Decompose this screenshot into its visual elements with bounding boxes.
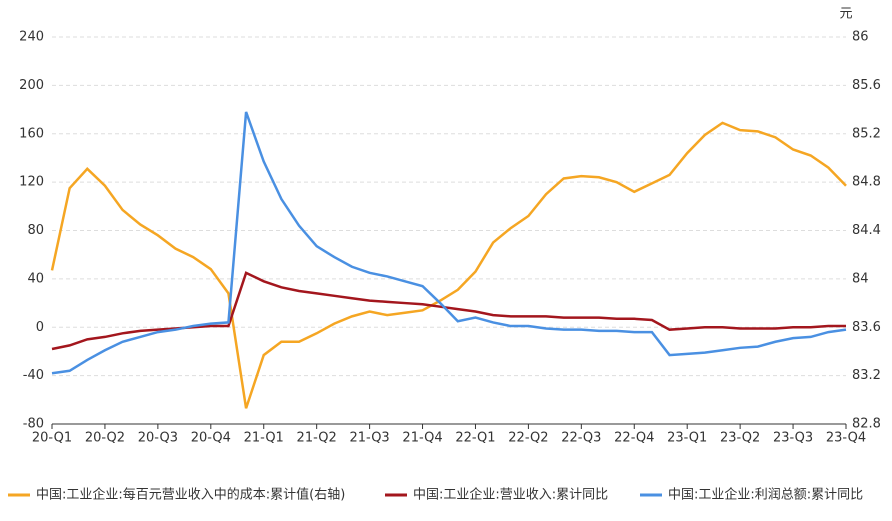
y2-tick-label: 82.8 xyxy=(852,417,881,432)
legend-label: 中国:工业企业:每百元营业收入中的成本:累计值(右轴) xyxy=(36,487,345,503)
y-tick-label: 240 xyxy=(19,30,44,45)
y2-tick-label: 85.6 xyxy=(852,78,881,93)
y-tick-label: -40 xyxy=(23,368,44,383)
x-tick-label: 21-Q4 xyxy=(402,431,442,446)
x-tick-label: 21-Q3 xyxy=(349,431,389,446)
x-tick-label: 21-Q1 xyxy=(244,431,284,446)
y2-tick-label: 86 xyxy=(852,30,869,45)
y2-tick-label: 83.2 xyxy=(852,368,881,383)
x-tick-label: 21-Q2 xyxy=(297,431,337,446)
y-tick-label: 160 xyxy=(19,126,44,141)
y-tick-label: 0 xyxy=(36,320,44,335)
legend-label: 中国:工业企业:营业收入:累计同比 xyxy=(413,487,608,503)
y2-unit: 元 xyxy=(839,7,852,22)
x-tick-label: 22-Q1 xyxy=(455,431,495,446)
y-tick-label: -80 xyxy=(23,417,44,432)
y2-tick-label: 83.6 xyxy=(852,320,881,335)
y-tick-label: 40 xyxy=(27,271,44,286)
x-tick-label: 23-Q3 xyxy=(773,431,813,446)
y2-tick-label: 84 xyxy=(852,271,869,286)
y-tick-label: 200 xyxy=(19,78,44,93)
x-tick-label: 23-Q2 xyxy=(720,431,760,446)
y-tick-label: 120 xyxy=(19,175,44,190)
y2-tick-label: 85.2 xyxy=(852,126,881,141)
x-tick-label: 23-Q1 xyxy=(667,431,707,446)
x-tick-label: 22-Q2 xyxy=(508,431,548,446)
x-tick-label: 22-Q3 xyxy=(561,431,601,446)
x-tick-label: 20-Q4 xyxy=(191,431,231,446)
x-tick-label: 23-Q4 xyxy=(826,431,866,446)
y2-tick-label: 84.8 xyxy=(852,175,881,190)
x-tick-label: 20-Q2 xyxy=(85,431,125,446)
series-line xyxy=(50,121,847,409)
x-tick-label: 20-Q1 xyxy=(32,431,72,446)
y-tick-label: 80 xyxy=(27,223,44,238)
y2-tick-label: 84.4 xyxy=(852,223,881,238)
series-line xyxy=(51,111,847,375)
x-tick-label: 22-Q4 xyxy=(614,431,654,446)
legend-label: 中国:工业企业:利润总额:累计同比 xyxy=(668,487,863,503)
x-tick-label: 20-Q3 xyxy=(138,431,178,446)
